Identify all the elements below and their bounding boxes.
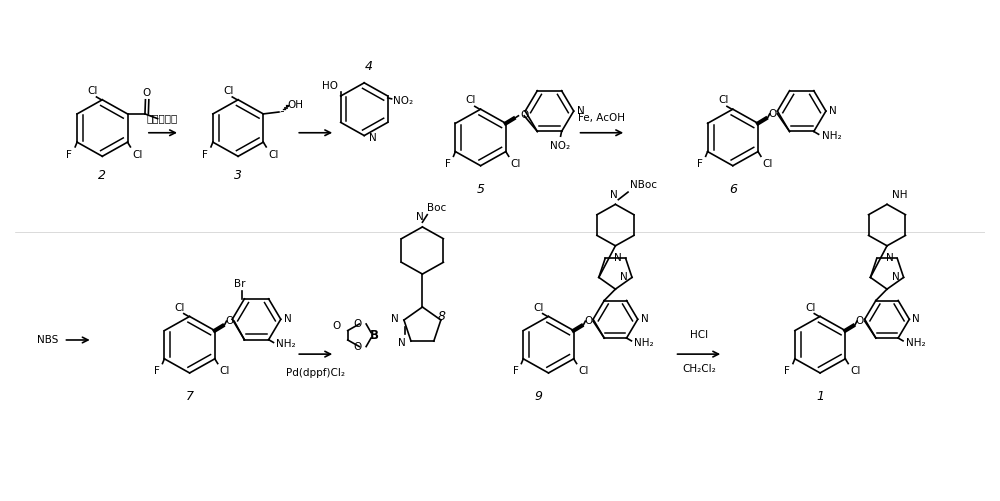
Text: N: N <box>391 314 399 324</box>
Text: B: B <box>369 329 378 342</box>
Text: Cl: Cl <box>466 95 476 105</box>
Text: O: O <box>584 316 592 326</box>
Text: O: O <box>768 109 777 119</box>
Text: F: F <box>784 366 790 376</box>
Text: Cl: Cl <box>534 303 544 313</box>
Text: Fe, AcOH: Fe, AcOH <box>578 113 625 123</box>
Text: 6: 6 <box>729 183 737 196</box>
Text: OH: OH <box>288 100 304 110</box>
Text: Cl: Cl <box>175 303 185 313</box>
Text: O: O <box>333 321 341 331</box>
Text: 3: 3 <box>234 169 242 182</box>
Text: NO₂: NO₂ <box>550 141 570 151</box>
Text: Cl: Cl <box>223 86 234 96</box>
Text: 4: 4 <box>365 60 373 73</box>
Text: Pd(dppf)Cl₂: Pd(dppf)Cl₂ <box>286 368 345 378</box>
Text: F: F <box>154 366 160 376</box>
Text: O: O <box>353 342 361 352</box>
Text: F: F <box>66 150 72 160</box>
Text: 9: 9 <box>535 390 543 403</box>
Text: O: O <box>520 110 529 120</box>
Text: NBS: NBS <box>37 335 59 345</box>
Text: N: N <box>614 254 622 264</box>
Text: Cl: Cl <box>718 95 728 105</box>
Text: 8: 8 <box>438 310 446 323</box>
Text: F: F <box>445 159 451 169</box>
Text: N: N <box>610 190 617 199</box>
Text: F: F <box>513 366 518 376</box>
Text: Cl: Cl <box>511 159 521 169</box>
Text: Br: Br <box>234 280 245 290</box>
Text: HCl: HCl <box>690 330 708 340</box>
Text: Cl: Cl <box>268 150 279 160</box>
Text: N: N <box>284 314 291 324</box>
Text: 7: 7 <box>186 390 194 403</box>
Text: Cl: Cl <box>579 366 589 376</box>
Text: O: O <box>353 319 361 329</box>
Text: NH₂: NH₂ <box>906 338 926 348</box>
Text: Cl: Cl <box>763 159 773 169</box>
Text: HO: HO <box>322 81 338 91</box>
Text: Boc: Boc <box>427 203 447 213</box>
Text: NH: NH <box>892 190 907 199</box>
Text: NBoc: NBoc <box>630 180 657 190</box>
Text: CH₂Cl₂: CH₂Cl₂ <box>682 364 716 374</box>
Text: Cl: Cl <box>132 150 143 160</box>
Text: 生物酶催化: 生物酶催化 <box>147 113 178 123</box>
Text: 2: 2 <box>98 169 106 182</box>
Text: N: N <box>892 273 900 283</box>
Text: Cl: Cl <box>87 86 98 96</box>
Text: NH₂: NH₂ <box>276 339 296 349</box>
Text: NH₂: NH₂ <box>634 338 654 348</box>
Text: N: N <box>886 254 893 264</box>
Text: 1: 1 <box>816 390 824 403</box>
Text: N: N <box>912 314 920 324</box>
Text: F: F <box>202 150 208 160</box>
Text: O: O <box>143 88 151 98</box>
Text: 5: 5 <box>477 183 485 196</box>
Text: Cl: Cl <box>805 303 816 313</box>
Text: O: O <box>856 316 864 326</box>
Text: N: N <box>577 106 584 116</box>
Text: N: N <box>829 106 837 116</box>
Text: O: O <box>225 316 233 326</box>
Text: N: N <box>620 273 628 283</box>
Text: NO₂: NO₂ <box>393 96 413 106</box>
Text: F: F <box>697 159 703 169</box>
Text: Cl: Cl <box>220 366 230 376</box>
Text: N: N <box>641 314 648 324</box>
Text: N: N <box>398 338 406 348</box>
Text: NH₂: NH₂ <box>822 131 841 141</box>
Text: Cl: Cl <box>850 366 861 376</box>
Text: N: N <box>416 212 423 222</box>
Text: N: N <box>369 133 377 143</box>
